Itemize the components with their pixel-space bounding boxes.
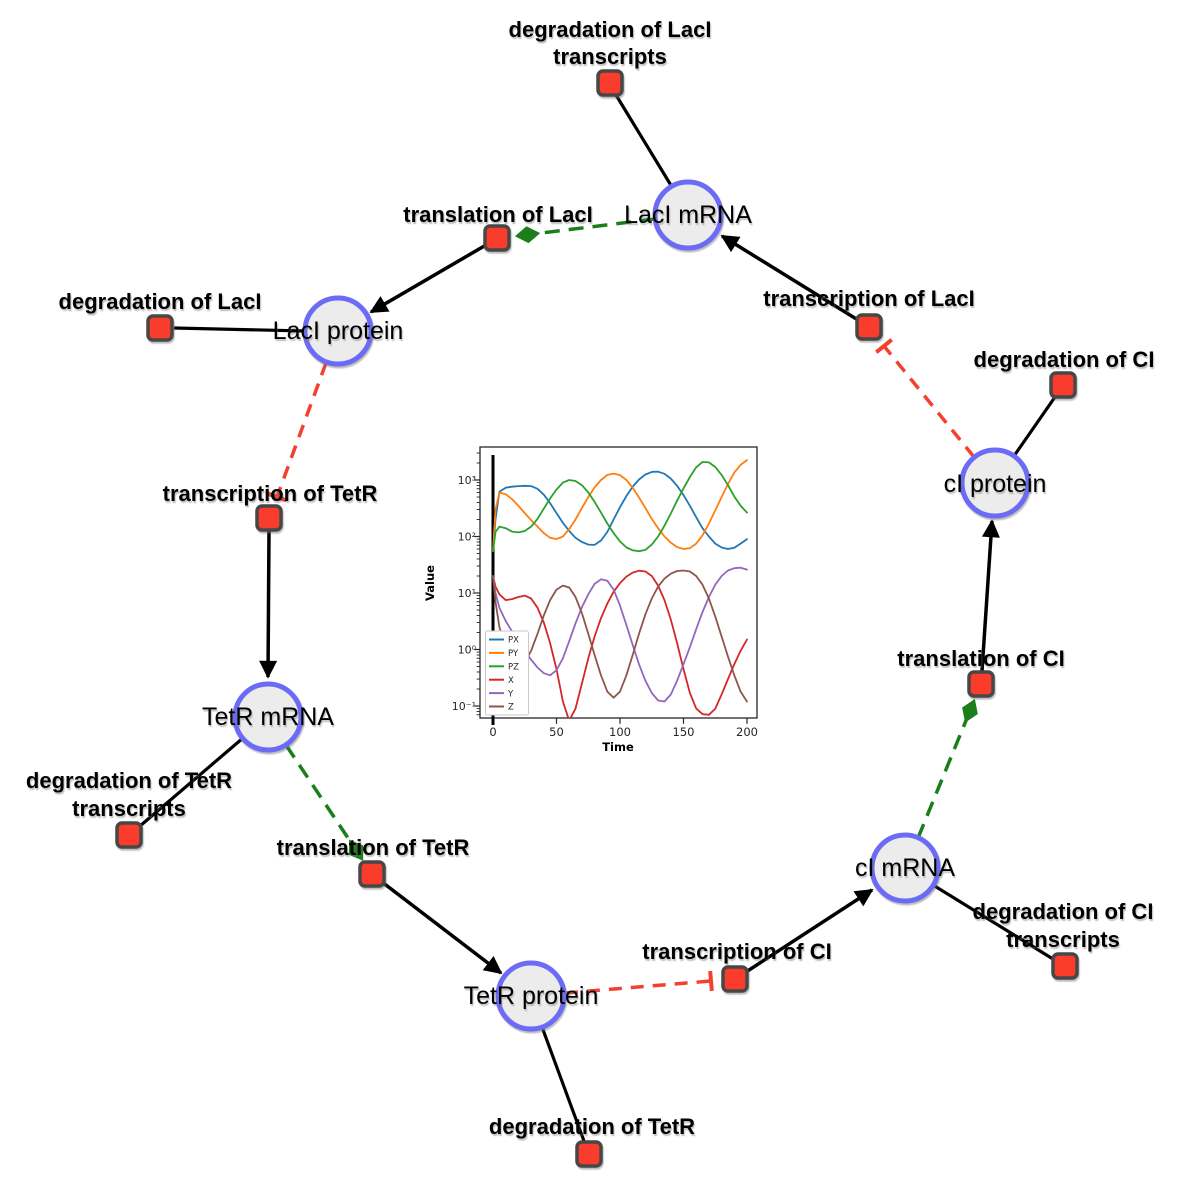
edge-ci-mrna-modifies-translation (916, 699, 978, 839)
y-tick-label: 10³ (458, 474, 476, 487)
y-axis-title: Value (423, 565, 437, 601)
species-label: cI mRNA (855, 854, 955, 882)
reaction-label: translation of CI (897, 646, 1064, 671)
reaction-node-translation-of-laci (483, 224, 511, 252)
label-layer: degradation of LacI transcripts translat… (26, 17, 1155, 1139)
reaction-node-transcription-of-ci (721, 965, 749, 993)
edge-translation-tetr-to-tetr-protein (380, 880, 503, 975)
species-node-ci-protein (959, 447, 1031, 519)
legend-box (485, 630, 529, 716)
reaction-label: transcripts (72, 796, 186, 821)
edge-ci-mrna-to-degradation-transcripts (932, 883, 1054, 961)
species-node-laci-mrna (652, 179, 724, 251)
edge-tetr-protein-to-degradation (540, 1026, 586, 1142)
reaction-node-layer (115, 69, 1079, 1168)
species-node-tetr-protein (495, 960, 567, 1032)
edge-layer (138, 94, 1057, 1142)
legend-label-x: X (508, 676, 514, 686)
edge-ci-protein-to-degradation (1012, 396, 1057, 457)
reaction-label: translation of LacI (403, 202, 592, 227)
series-x-line (492, 569, 748, 718)
species-node-tetr-mrna (232, 681, 304, 753)
time-series-plot: 10⁻¹ 10⁰ 10¹ 10² 10³ 0 50 100 150 200 PX PY PZ XYZ (452, 446, 758, 739)
edge-laci-protein-to-degradation (173, 326, 306, 333)
series-px-line (492, 470, 748, 553)
species-label: TetR protein (464, 982, 599, 1010)
x-tick-label: 150 (673, 725, 695, 739)
reaction-label: transcription of TetR (163, 481, 378, 506)
reaction-node-degradation-of-laci (146, 314, 174, 342)
species-label: cI protein (944, 470, 1047, 498)
edge-transcription-ci-to-ci-mrna (745, 888, 874, 974)
reaction-node-transcription-of-tetr (255, 504, 283, 532)
y-tick-label: 10¹ (458, 587, 476, 600)
y-tick-label: 10² (458, 531, 476, 544)
y-tick-label: 10⁻¹ (452, 700, 476, 713)
edge-transcription-laci-to-laci-mrna (720, 234, 859, 322)
reaction-label: degradation of LacI (509, 17, 712, 42)
reaction-node-translation-of-tetr (358, 860, 386, 888)
reaction-label: degradation of TetR (489, 1114, 695, 1139)
reaction-label: transcription of CI (642, 939, 831, 964)
series-y-line (492, 566, 748, 703)
reaction-label: degradation of CI (973, 899, 1154, 924)
edge-tetr-protein-inhibits-transcription-ci (564, 970, 714, 995)
x-tick-label: 50 (549, 725, 564, 739)
species-node-layer (232, 179, 1031, 1032)
reaction-label: translation of TetR (277, 835, 470, 860)
x-tick-label: 100 (609, 725, 631, 739)
x-axis-title: Time (602, 740, 634, 754)
edge-transcription-tetr-to-tetr-mrna (259, 530, 278, 679)
species-label: LacI protein (273, 317, 404, 345)
edge-ci-protein-inhibits-transcription-laci (874, 338, 976, 459)
legend-label-z: Z (508, 703, 514, 713)
legend-label-py: PY (508, 649, 519, 659)
reaction-node-degradation-of-ci-transcripts (1051, 952, 1079, 980)
reaction-label: degradation of TetR (26, 768, 232, 793)
species-node-laci-protein (302, 295, 374, 367)
species-node-ci-mrna (869, 832, 941, 904)
reaction-node-degradation-of-tetr-transcripts (115, 821, 143, 849)
legend-label-px: PX (508, 636, 519, 646)
reaction-node-degradation-of-laci-transcripts (596, 69, 624, 97)
edge-translation-ci-to-ci-protein (980, 519, 1000, 672)
x-tick-label: 0 (489, 725, 496, 739)
reaction-label: degradation of CI (974, 347, 1155, 372)
reaction-label: transcription of LacI (763, 286, 974, 311)
edge-translation-laci-to-laci-protein (369, 243, 487, 314)
reaction-node-translation-of-ci (967, 670, 995, 698)
reaction-label: transcripts (553, 44, 667, 69)
reaction-label: transcripts (1006, 927, 1120, 952)
species-label: TetR mRNA (202, 703, 334, 731)
reaction-node-transcription-of-laci (855, 313, 883, 341)
x-tick-label: 200 (736, 725, 758, 739)
series-py-line (492, 459, 748, 553)
series-z-line (492, 569, 748, 703)
edge-laci-mrna-to-degradation-transcripts (614, 94, 674, 188)
series-pz-line (492, 461, 748, 553)
edge-laci-protein-inhibits-transcription-tetr (266, 362, 328, 503)
reaction-node-degradation-of-ci (1049, 371, 1077, 399)
species-label: LacI mRNA (624, 201, 752, 229)
legend-label-y: Y (507, 689, 514, 699)
edge-tetr-mrna-to-degradation-transcripts (138, 736, 245, 828)
y-tick-label: 10⁰ (458, 644, 477, 657)
reaction-node-degradation-of-tetr (575, 1140, 603, 1168)
legend-label-pz: PZ (508, 663, 519, 673)
reaction-label: degradation of LacI (59, 289, 262, 314)
